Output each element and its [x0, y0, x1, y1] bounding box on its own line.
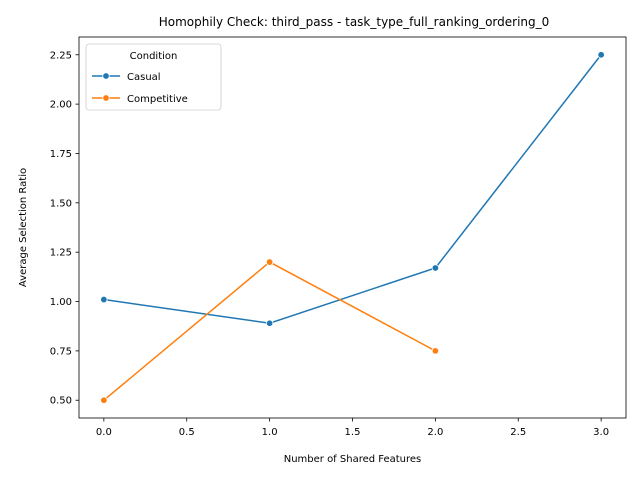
legend-title: Condition — [130, 51, 178, 62]
series-line-competitive — [103, 261, 436, 401]
legend: Condition Casual Competitive — [85, 43, 222, 111]
x-axis-label: Number of Shared Features — [284, 454, 422, 465]
y-tick-label: 2.25 — [50, 50, 72, 61]
data-point-casual — [431, 264, 440, 272]
x-tick-label: 2.0 — [427, 427, 443, 438]
y-tick-label: 1.50 — [50, 198, 72, 209]
x-tick-label: 1.5 — [345, 427, 361, 438]
series-line-casual — [103, 54, 602, 325]
data-point-competitive — [100, 396, 108, 404]
legend-entry-casual: Casual — [92, 72, 161, 83]
y-tick-label: 2.00 — [50, 100, 72, 111]
legend-entry-competitive: Competitive — [92, 94, 188, 105]
plot-frame — [78, 36, 627, 419]
y-tick-label: 1.25 — [50, 248, 72, 259]
legend-label-casual: Casual — [127, 72, 161, 83]
x-tick-label: 1.0 — [262, 427, 278, 438]
y-tick-label: 1.00 — [50, 297, 72, 308]
legend-marker-competitive — [102, 94, 110, 102]
data-point-competitive — [265, 258, 274, 266]
data-point-casual — [597, 51, 605, 59]
x-axis-ticks: 0.0 0.5 1.0 1.5 2.0 2.5 3.0 — [96, 418, 609, 438]
x-tick-label: 3.0 — [593, 427, 609, 438]
data-point-competitive — [431, 347, 440, 355]
chart-title: Homophily Check: third_pass - task_type_… — [159, 15, 550, 29]
data-point-casual — [265, 319, 274, 327]
legend-box — [85, 43, 222, 111]
legend-marker-casual — [102, 72, 110, 80]
y-tick-label: 0.50 — [50, 396, 72, 407]
series-layer — [100, 51, 605, 404]
y-axis-ticks: 0.50 0.75 1.00 1.25 1.50 1.75 2.00 2.25 — [50, 50, 79, 407]
x-tick-label: 2.5 — [510, 427, 526, 438]
data-point-casual — [100, 295, 108, 304]
y-tick-label: 0.75 — [50, 346, 72, 357]
legend-label-competitive: Competitive — [127, 94, 188, 105]
y-tick-label: 1.75 — [50, 149, 72, 160]
x-tick-label: 0.5 — [179, 427, 195, 438]
x-tick-label: 0.0 — [96, 427, 112, 438]
legend-entries: Casual Competitive — [92, 72, 188, 105]
y-axis-label: Average Selection Ratio — [18, 168, 29, 287]
